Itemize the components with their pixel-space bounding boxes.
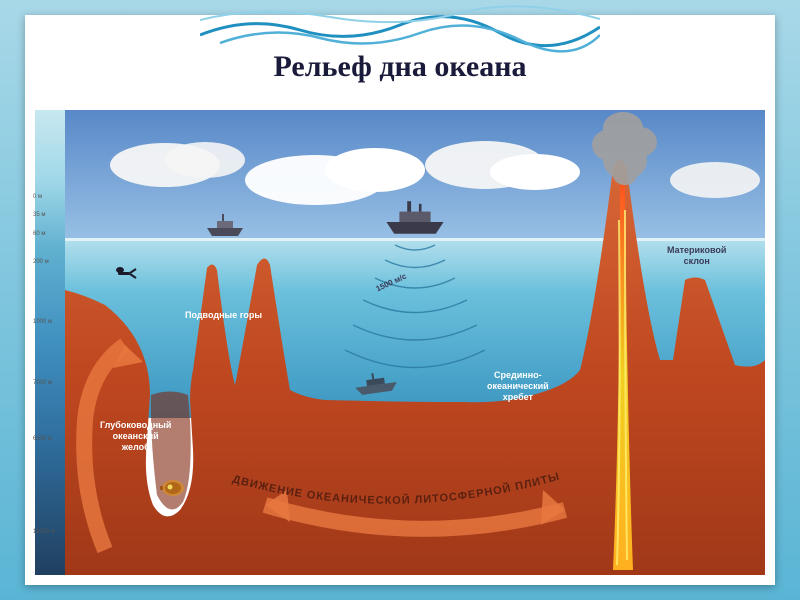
ocean-floor-diagram: ДВИЖЕНИЕ ОКЕАНИЧЕСКОЙ ЛИТОСФЕРНОЙ ПЛИТЫ (65, 110, 765, 575)
label-continental-slope: Материковой склон (667, 245, 726, 267)
depth-label: 6000 м (33, 436, 52, 442)
wave-decoration-icon (200, 5, 600, 55)
label-mid-ocean-ridge: Срединно- океанический хребет (487, 370, 549, 402)
depth-label: 35 м (33, 212, 45, 218)
slide-frame: Рельеф дна океана 0 м 35 м 60 м 200 м 10… (25, 15, 775, 585)
depth-label: 0 м (33, 194, 42, 200)
depth-label: 11000 м (33, 529, 55, 535)
background-frame: Рельеф дна океана 0 м 35 м 60 м 200 м 10… (0, 0, 800, 600)
label-deep-trench: Глубоководный океанский желоб (100, 420, 171, 452)
depth-label: 200 м (33, 259, 49, 265)
depth-scale: 0 м 35 м 60 м 200 м 1000 м 7000 м 6000 м… (35, 110, 65, 575)
depth-label: 1000 м (33, 319, 52, 325)
page-title: Рельеф дна океана (25, 50, 775, 84)
depth-label: 7000 м (33, 380, 52, 386)
diagram-container: 0 м 35 м 60 м 200 м 1000 м 7000 м 6000 м… (35, 110, 765, 575)
label-underwater-mountains: Подводные горы (185, 310, 262, 321)
depth-label: 60 м (33, 231, 45, 237)
